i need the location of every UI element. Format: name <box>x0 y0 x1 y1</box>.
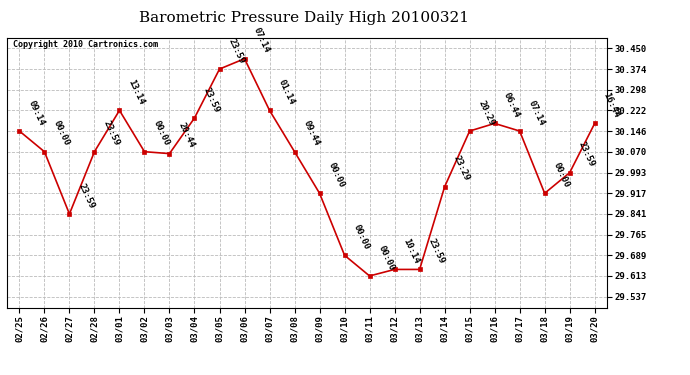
Text: 07:14: 07:14 <box>526 99 546 127</box>
Text: 09:44: 09:44 <box>302 119 321 147</box>
Text: 09:14: 09:14 <box>26 99 46 127</box>
Text: 00:00: 00:00 <box>51 119 71 147</box>
Text: 00:00: 00:00 <box>326 161 346 189</box>
Text: Copyright 2010 Cartronics.com: Copyright 2010 Cartronics.com <box>13 40 158 49</box>
Text: 00:00: 00:00 <box>151 119 171 147</box>
Text: 23:59: 23:59 <box>226 37 246 65</box>
Text: 16:44: 16:44 <box>602 91 621 119</box>
Text: 00:00: 00:00 <box>351 223 371 251</box>
Text: Barometric Pressure Daily High 20100321: Barometric Pressure Daily High 20100321 <box>139 11 469 25</box>
Text: 01:14: 01:14 <box>277 78 296 106</box>
Text: 10:14: 10:14 <box>402 237 421 265</box>
Text: 20:29: 20:29 <box>477 99 496 127</box>
Text: 23:29: 23:29 <box>451 154 471 183</box>
Text: 23:59: 23:59 <box>426 237 446 265</box>
Text: 00:00: 00:00 <box>377 244 396 272</box>
Text: 20:44: 20:44 <box>177 121 196 149</box>
Text: 23:59: 23:59 <box>201 86 221 114</box>
Text: 23:59: 23:59 <box>77 182 96 210</box>
Text: 07:14: 07:14 <box>251 26 271 54</box>
Text: 06:44: 06:44 <box>502 91 521 119</box>
Text: 23:59: 23:59 <box>101 119 121 147</box>
Text: 00:00: 00:00 <box>551 161 571 189</box>
Text: 23:59: 23:59 <box>577 140 596 168</box>
Text: 13:14: 13:14 <box>126 78 146 106</box>
